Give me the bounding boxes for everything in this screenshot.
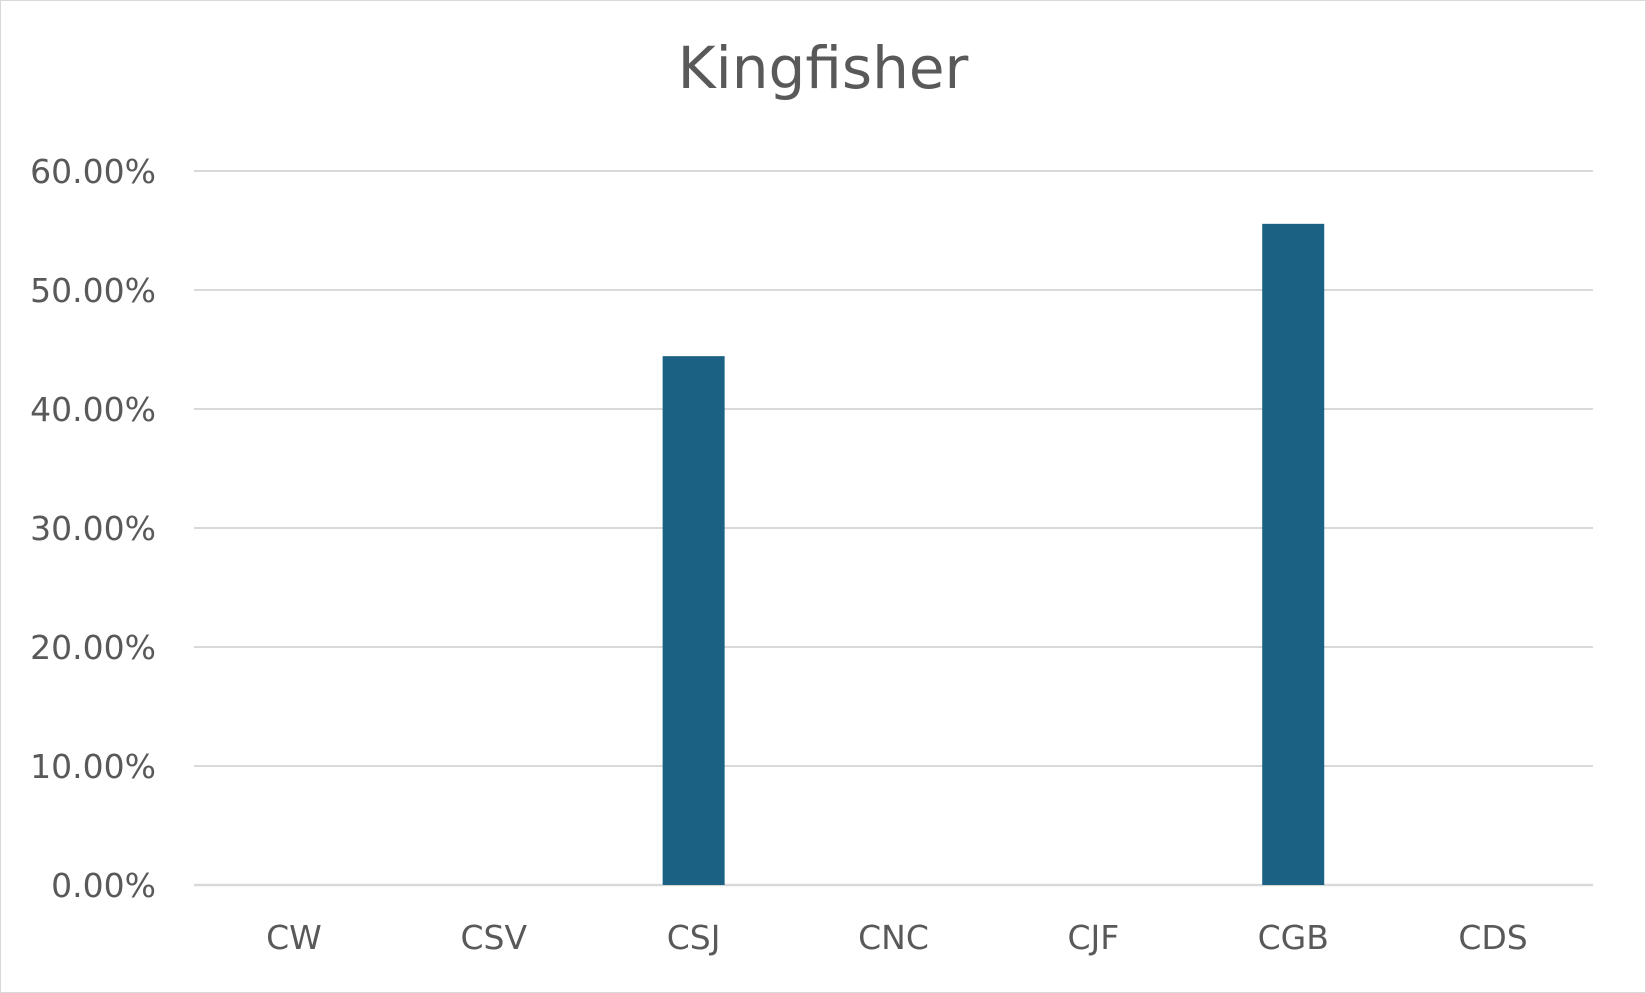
y-tick-label: 30.00% [30, 509, 156, 548]
y-tick-label: 20.00% [30, 628, 156, 667]
y-tick-label: 60.00% [30, 152, 156, 191]
x-tick-label: CSJ [667, 918, 721, 957]
x-tick-label: CW [266, 918, 322, 957]
chart-title: Kingfisher [677, 34, 969, 102]
x-tick-label: CDS [1458, 918, 1527, 957]
bar-cgb [1262, 223, 1325, 885]
x-tick-label: CJF [1067, 918, 1119, 957]
y-tick-label: 0.00% [51, 866, 156, 905]
y-tick-label: 10.00% [30, 747, 156, 786]
bar-csj [662, 356, 725, 885]
x-tick-label: CSV [460, 918, 527, 957]
y-tick-label: 50.00% [30, 271, 156, 310]
x-tick-label: CNC [858, 918, 929, 957]
y-tick-label: 40.00% [30, 390, 156, 429]
x-tick-label: CGB [1258, 918, 1329, 957]
